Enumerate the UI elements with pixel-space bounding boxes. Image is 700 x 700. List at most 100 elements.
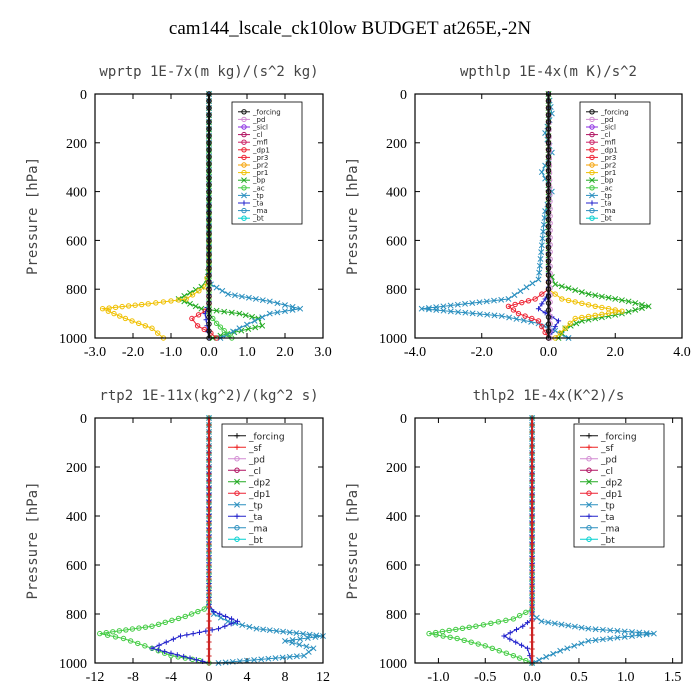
- series-point: [206, 140, 212, 146]
- series-point: [310, 645, 317, 652]
- series-line-pr1: [100, 94, 210, 339]
- legend-label: _forcing: [600, 432, 637, 442]
- legend-label: _pr3: [252, 154, 268, 162]
- series-point: [469, 310, 476, 317]
- series-point: [537, 255, 544, 262]
- legend-label: _pr3: [600, 154, 616, 162]
- y-axis-label: Pressure [hPa]: [25, 157, 41, 275]
- series-point: [259, 322, 266, 329]
- series-point: [545, 181, 552, 188]
- series-point: [532, 296, 538, 302]
- figure-title: cam144_lscale_ck10low BUDGET at265E,-2N: [168, 18, 532, 39]
- series-point: [142, 643, 148, 649]
- series-point: [206, 450, 212, 456]
- legend-marker: [589, 200, 595, 206]
- series-point: [496, 648, 503, 654]
- series-point: [206, 265, 212, 271]
- series-point: [545, 321, 552, 327]
- legend-label: _tp: [252, 192, 264, 200]
- legend-label: _forcing: [248, 432, 285, 442]
- legend-marker: [586, 525, 592, 531]
- series-point: [545, 328, 552, 334]
- series-point: [206, 513, 212, 519]
- series-point: [206, 328, 212, 334]
- series-point: [501, 633, 507, 639]
- series-point: [175, 297, 182, 303]
- series-point: [515, 310, 522, 317]
- series-point: [503, 617, 509, 624]
- series-point: [426, 306, 432, 313]
- series-point: [529, 534, 535, 540]
- series-point: [142, 323, 149, 329]
- series-point: [168, 298, 174, 304]
- series-point: [206, 604, 212, 610]
- series-point: [201, 326, 207, 333]
- series-point: [280, 628, 287, 635]
- series-point: [551, 620, 558, 627]
- series-point: [529, 457, 535, 463]
- series-point: [225, 291, 231, 298]
- legend-label: _ma: [248, 524, 268, 534]
- series-point: [136, 625, 142, 631]
- series-point: [293, 653, 300, 660]
- x-tick-label: -0.5: [474, 670, 496, 685]
- series-point: [120, 635, 127, 642]
- series-point: [440, 307, 447, 314]
- series-point: [206, 230, 212, 237]
- series-point: [529, 429, 535, 435]
- legend-label: _pr1: [600, 169, 616, 177]
- series-point: [206, 286, 212, 292]
- x-tick-label: 0: [206, 670, 213, 685]
- series-point: [455, 309, 462, 316]
- legend-label: _tp: [248, 501, 263, 511]
- x-tick-label: -4.0: [404, 345, 426, 360]
- legend-marker: [241, 215, 247, 221]
- series-point: [585, 637, 592, 644]
- series-point: [206, 244, 212, 251]
- legend-label: _cl: [600, 467, 613, 477]
- series-point: [545, 174, 552, 181]
- series-point: [599, 311, 605, 317]
- x-tick-label: 0.5: [570, 670, 588, 685]
- series-point: [545, 105, 552, 111]
- legend-label: _dp2: [248, 478, 271, 488]
- series-line-dp1: [191, 94, 217, 339]
- series-line-dp1: [428, 418, 533, 664]
- series-point: [523, 284, 530, 291]
- legend-label: _cl: [252, 131, 262, 139]
- series-point: [598, 293, 605, 300]
- y-tick-label: 400: [66, 186, 87, 201]
- legend-label: _forcing: [600, 108, 629, 116]
- series-point: [529, 485, 535, 491]
- legend-label: _bt: [252, 215, 264, 223]
- legend-label: _ac: [600, 184, 613, 192]
- series-point: [545, 112, 552, 118]
- series-point: [625, 308, 632, 315]
- y-tick-label: 800: [386, 608, 407, 623]
- plot-frame: [414, 93, 683, 339]
- series-point: [206, 485, 212, 491]
- legend-marker: [241, 124, 247, 130]
- y-tick-label: 800: [66, 283, 87, 298]
- series-point: [545, 188, 552, 195]
- series-point: [579, 314, 585, 321]
- series-point: [206, 443, 212, 449]
- series-point: [223, 613, 229, 620]
- series-point: [129, 318, 135, 324]
- series-point: [545, 286, 552, 292]
- x-tick-label: 0.0: [523, 670, 541, 685]
- series-point: [542, 208, 549, 215]
- series-point: [153, 300, 159, 306]
- series-point: [305, 649, 312, 655]
- series-point: [558, 621, 565, 628]
- legend-marker: [589, 177, 595, 184]
- series-point: [127, 638, 134, 644]
- legend-marker: [234, 513, 240, 519]
- series-point: [545, 167, 552, 174]
- series-point: [482, 643, 488, 649]
- y-tick-label: 200: [386, 137, 407, 152]
- series-point: [206, 429, 212, 435]
- series-point: [251, 656, 258, 663]
- series-point: [219, 287, 226, 294]
- series-point: [542, 329, 548, 336]
